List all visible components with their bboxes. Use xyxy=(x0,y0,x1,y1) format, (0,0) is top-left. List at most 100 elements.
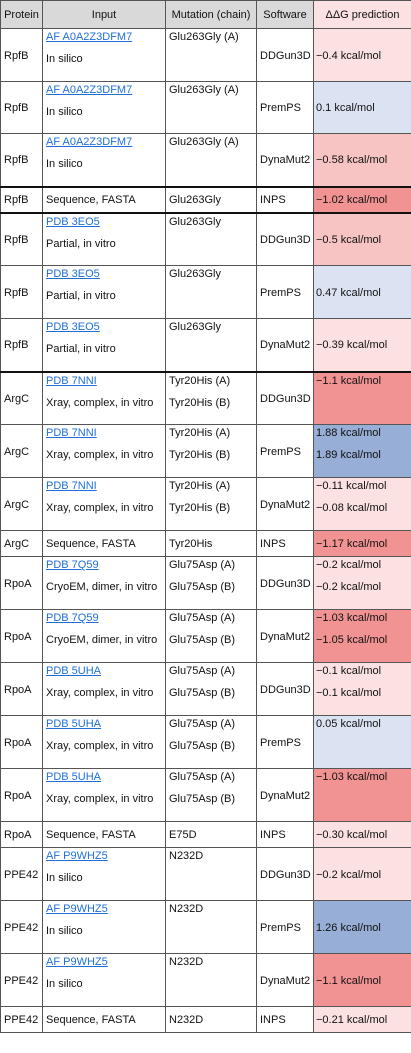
mutation-value: N232D xyxy=(169,902,253,916)
table-row: RpfB AF A0A2Z3DFM7 In silico Glu263Gly (A) P… xyxy=(1,82,411,134)
ddg-value: 0.47 kcal/mol xyxy=(316,286,408,300)
mutation-cell: Tyr20His (A) Tyr20His (B) xyxy=(166,478,257,531)
protein-cell: PPE42 xyxy=(1,901,43,954)
mutation-cell: Glu263Gly (A) xyxy=(166,134,257,187)
mutation-value: Tyr20His (B) xyxy=(169,501,253,515)
table-row: RpfB Sequence, FASTA Glu263Gly INPS −1.02 kc… xyxy=(1,187,411,213)
input-cell: AF A0A2Z3DFM7 In silico xyxy=(43,29,166,82)
structure-link[interactable]: PDB 5UHA xyxy=(46,665,101,677)
ddg-prediction-cell: −0.4 kcal/mol xyxy=(314,29,411,82)
table-row: RpoA PDB 7Q59 CryoEM, dimer, in vitro Glu75… xyxy=(1,610,411,663)
input-cell: PDB 3EO5 Partial, in vitro xyxy=(43,213,166,266)
mutation-cell: Glu75Asp (A) Glu75Asp (B) xyxy=(166,716,257,769)
input-source: Partial, in vitro xyxy=(46,237,162,251)
structure-link[interactable]: PDB 3EO5 xyxy=(46,321,100,333)
ddg-value: −0.5 kcal/mol xyxy=(316,233,408,247)
software-cell: PremPS xyxy=(257,901,314,954)
software-cell: DynaMut2 xyxy=(257,319,314,372)
table-row: RpoA PDB 5UHA Xray, complex, in vitro Glu75… xyxy=(1,769,411,822)
table-row: RpfB PDB 3EO5 Partial, in vitro Glu263Gly DD… xyxy=(1,213,411,266)
mutation-value: Glu75Asp (A) xyxy=(169,611,253,625)
table-row: ArgC PDB 7NNI Xray, complex, in vitro Tyr20… xyxy=(1,478,411,531)
structure-link[interactable]: PDB 7NNI xyxy=(46,427,97,439)
protein-cell: RpoA xyxy=(1,769,43,822)
input-cell: Sequence, FASTA xyxy=(43,187,166,213)
input-source: Xray, complex, in vitro xyxy=(46,739,162,753)
mutation-cell: Glu75Asp (A) Glu75Asp (B) xyxy=(166,769,257,822)
ddg-value: −0.11 kcal/mol xyxy=(316,479,408,493)
mutation-value: Glu75Asp (A) xyxy=(169,664,253,678)
software-cell: PremPS xyxy=(257,266,314,319)
mutation-value: Glu75Asp (B) xyxy=(169,686,253,700)
structure-link[interactable]: PDB 5UHA xyxy=(46,771,101,783)
mutation-value: Glu75Asp (B) xyxy=(169,633,253,647)
structure-link[interactable]: AF P9WHZ5 xyxy=(46,850,108,862)
software-cell: DynaMut2 xyxy=(257,769,314,822)
input-source: In silico xyxy=(46,924,162,938)
ddg-value: −0.21 kcal/mol xyxy=(316,1013,408,1027)
ddg-prediction-cell: −0.39 kcal/mol xyxy=(314,319,411,372)
table-row: ArgC PDB 7NNI Xray, complex, in vitro Tyr20… xyxy=(1,372,411,425)
input-source: Sequence, FASTA xyxy=(46,1013,162,1027)
structure-link[interactable]: PDB 3EO5 xyxy=(46,216,100,228)
software-cell: INPS xyxy=(257,822,314,848)
table-row: PPE42 AF P9WHZ5 In silico N232D PremPS 1.26 k… xyxy=(1,901,411,954)
structure-link[interactable]: AF A0A2Z3DFM7 xyxy=(46,84,132,96)
input-source: Sequence, FASTA xyxy=(46,828,162,842)
input-source: Xray, complex, in vitro xyxy=(46,792,162,806)
structure-link[interactable]: AF A0A2Z3DFM7 xyxy=(46,31,132,43)
structure-link[interactable]: PDB 7NNI xyxy=(46,375,97,387)
table-row: RpoA PDB 5UHA Xray, complex, in vitro Glu75… xyxy=(1,663,411,716)
mutation-value: N232D xyxy=(169,849,253,863)
protein-cell: RpfB xyxy=(1,134,43,187)
table-row: RpfB AF A0A2Z3DFM7 In silico Glu263Gly (A) D… xyxy=(1,134,411,187)
header-software: Software xyxy=(257,1,314,29)
input-source: Xray, complex, in vitro xyxy=(46,501,162,515)
mutation-cell: N232D xyxy=(166,954,257,1007)
ddg-value: −1.02 kcal/mol xyxy=(316,193,408,207)
ddg-prediction-cell: 0.1 kcal/mol xyxy=(314,82,411,134)
mutation-cell: Glu263Gly (A) xyxy=(166,29,257,82)
protein-cell: RpoA xyxy=(1,663,43,716)
input-cell: PDB 3EO5 Partial, in vitro xyxy=(43,319,166,372)
structure-link[interactable]: PDB 5UHA xyxy=(46,718,101,730)
ddg-value: −0.4 kcal/mol xyxy=(316,49,408,63)
ddg-prediction-cell: 0.47 kcal/mol xyxy=(314,266,411,319)
mutation-value: Glu263Gly xyxy=(169,267,253,281)
ddg-value: 1.88 kcal/mol xyxy=(316,426,408,440)
table-body: RpfB AF A0A2Z3DFM7 In silico Glu263Gly (A) D… xyxy=(1,29,411,1033)
protein-cell: ArgC xyxy=(1,372,43,425)
input-cell: Sequence, FASTA xyxy=(43,1007,166,1033)
structure-link[interactable]: PDB 7NNI xyxy=(46,480,97,492)
ddg-value: −0.2 kcal/mol xyxy=(316,580,408,594)
protein-cell: RpoA xyxy=(1,610,43,663)
input-cell: PDB 3EO5 Partial, in vitro xyxy=(43,266,166,319)
mutation-value: E75D xyxy=(169,828,253,842)
ddg-value: 0.05 kcal/mol xyxy=(316,717,408,731)
structure-link[interactable]: PDB 7Q59 xyxy=(46,559,99,571)
mutation-value: N232D xyxy=(169,955,253,969)
protein-cell: ArgC xyxy=(1,478,43,531)
ddg-value: −1.1 kcal/mol xyxy=(316,374,408,388)
ddg-value: −0.08 kcal/mol xyxy=(316,501,408,515)
software-cell: DDGun3D xyxy=(257,372,314,425)
mutation-value: Tyr20His xyxy=(169,537,253,551)
input-cell: PDB 7NNI Xray, complex, in vitro xyxy=(43,372,166,425)
ddg-value: −0.30 kcal/mol xyxy=(316,828,408,842)
protein-cell: PPE42 xyxy=(1,1007,43,1033)
structure-link[interactable]: AF A0A2Z3DFM7 xyxy=(46,136,132,148)
input-source: Sequence, FASTA xyxy=(46,537,162,551)
structure-link[interactable]: PDB 7Q59 xyxy=(46,612,99,624)
ddg-prediction-cell: 1.88 kcal/mol 1.89 kcal/mol xyxy=(314,425,411,478)
software-cell: DynaMut2 xyxy=(257,478,314,531)
structure-link[interactable]: AF P9WHZ5 xyxy=(46,903,108,915)
structure-link[interactable]: PDB 3EO5 xyxy=(46,268,100,280)
structure-link[interactable]: AF P9WHZ5 xyxy=(46,956,108,968)
input-cell: PDB 5UHA Xray, complex, in vitro xyxy=(43,663,166,716)
ddg-value: −0.58 kcal/mol xyxy=(316,153,408,167)
input-source: In silico xyxy=(46,52,162,66)
ddg-prediction-cell: −1.17 kcal/mol xyxy=(314,531,411,557)
ddg-prediction-cell: −0.21 kcal/mol xyxy=(314,1007,411,1033)
input-source: Sequence, FASTA xyxy=(46,193,162,207)
ddg-prediction-cell: −0.2 kcal/mol −0.2 kcal/mol xyxy=(314,557,411,610)
